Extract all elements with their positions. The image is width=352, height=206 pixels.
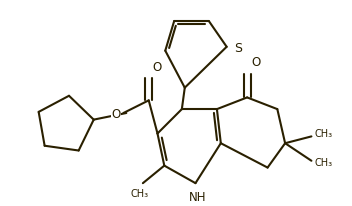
Text: S: S [234,42,243,55]
Text: CH₃: CH₃ [314,158,333,168]
Text: CH₃: CH₃ [131,189,149,199]
Text: CH₃: CH₃ [314,129,333,139]
Text: O: O [251,56,260,69]
Text: NH: NH [189,191,206,204]
Text: O: O [111,109,120,122]
Text: O: O [153,61,162,74]
